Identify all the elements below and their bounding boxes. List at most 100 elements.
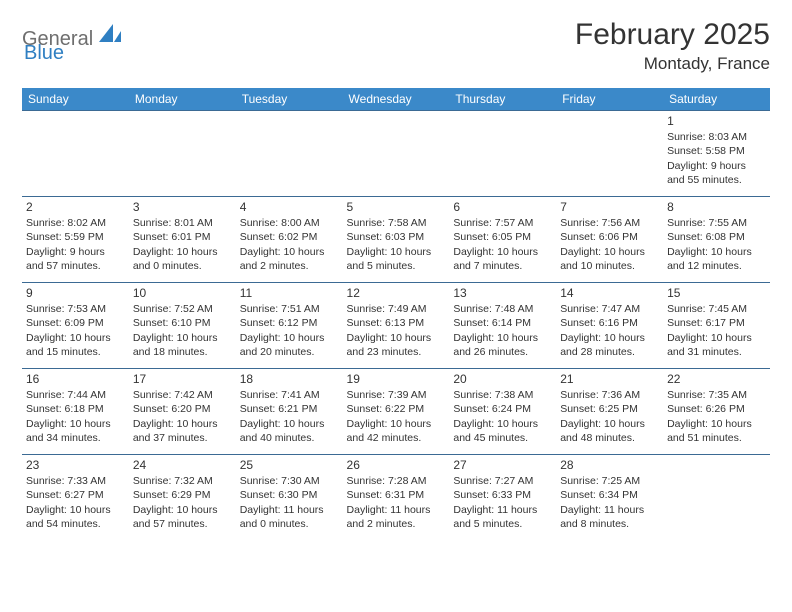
calendar-head: Sunday Monday Tuesday Wednesday Thursday… [22, 88, 770, 111]
day-number: 24 [133, 457, 232, 473]
sunset-text: Sunset: 6:30 PM [240, 488, 339, 502]
calendar-day-cell: 25Sunrise: 7:30 AMSunset: 6:30 PMDayligh… [236, 455, 343, 541]
sunrise-text: Sunrise: 7:56 AM [560, 216, 659, 230]
sunrise-text: Sunrise: 7:36 AM [560, 388, 659, 402]
daylight-text: Daylight: 10 hours and 5 minutes. [347, 245, 446, 273]
day-number: 15 [667, 285, 766, 301]
sail-icon [99, 24, 121, 47]
sunrise-text: Sunrise: 7:45 AM [667, 302, 766, 316]
calendar-day-cell: 1Sunrise: 8:03 AMSunset: 5:58 PMDaylight… [663, 111, 770, 197]
sunset-text: Sunset: 6:16 PM [560, 316, 659, 330]
calendar-day-cell: 28Sunrise: 7:25 AMSunset: 6:34 PMDayligh… [556, 455, 663, 541]
daylight-text: Daylight: 10 hours and 23 minutes. [347, 331, 446, 359]
sunrise-text: Sunrise: 8:00 AM [240, 216, 339, 230]
sunset-text: Sunset: 6:20 PM [133, 402, 232, 416]
calendar-day-cell: 4Sunrise: 8:00 AMSunset: 6:02 PMDaylight… [236, 197, 343, 283]
day-number: 19 [347, 371, 446, 387]
calendar-page: General February 2025 Montady, France Bl… [0, 0, 792, 559]
sunset-text: Sunset: 6:25 PM [560, 402, 659, 416]
sunset-text: Sunset: 6:14 PM [453, 316, 552, 330]
calendar-day-cell: 11Sunrise: 7:51 AMSunset: 6:12 PMDayligh… [236, 283, 343, 369]
brand-text-blue: Blue [24, 42, 64, 64]
sunrise-text: Sunrise: 8:02 AM [26, 216, 125, 230]
sunset-text: Sunset: 6:26 PM [667, 402, 766, 416]
day-number: 7 [560, 199, 659, 215]
daylight-text: Daylight: 11 hours and 8 minutes. [560, 503, 659, 531]
sunset-text: Sunset: 6:03 PM [347, 230, 446, 244]
calendar-day-cell: 12Sunrise: 7:49 AMSunset: 6:13 PMDayligh… [343, 283, 450, 369]
daylight-text: Daylight: 11 hours and 0 minutes. [240, 503, 339, 531]
calendar-day-cell: 22Sunrise: 7:35 AMSunset: 6:26 PMDayligh… [663, 369, 770, 455]
calendar-day-cell [343, 111, 450, 197]
sunrise-text: Sunrise: 7:55 AM [667, 216, 766, 230]
daylight-text: Daylight: 9 hours and 57 minutes. [26, 245, 125, 273]
day-number: 21 [560, 371, 659, 387]
sunrise-text: Sunrise: 7:39 AM [347, 388, 446, 402]
sunset-text: Sunset: 6:27 PM [26, 488, 125, 502]
day-number: 16 [26, 371, 125, 387]
sunrise-text: Sunrise: 7:52 AM [133, 302, 232, 316]
calendar-day-cell: 3Sunrise: 8:01 AMSunset: 6:01 PMDaylight… [129, 197, 236, 283]
calendar-day-cell [449, 111, 556, 197]
sunset-text: Sunset: 6:21 PM [240, 402, 339, 416]
sunrise-text: Sunrise: 7:32 AM [133, 474, 232, 488]
sunset-text: Sunset: 6:24 PM [453, 402, 552, 416]
daylight-text: Daylight: 10 hours and 45 minutes. [453, 417, 552, 445]
day-number: 11 [240, 285, 339, 301]
sunrise-text: Sunrise: 8:03 AM [667, 130, 766, 144]
sunrise-text: Sunrise: 7:44 AM [26, 388, 125, 402]
day-header: Thursday [449, 88, 556, 111]
daylight-text: Daylight: 10 hours and 7 minutes. [453, 245, 552, 273]
day-header: Sunday [22, 88, 129, 111]
sunset-text: Sunset: 6:34 PM [560, 488, 659, 502]
calendar-day-cell: 19Sunrise: 7:39 AMSunset: 6:22 PMDayligh… [343, 369, 450, 455]
page-title: February 2025 [575, 18, 770, 52]
calendar-day-cell: 27Sunrise: 7:27 AMSunset: 6:33 PMDayligh… [449, 455, 556, 541]
daylight-text: Daylight: 10 hours and 0 minutes. [133, 245, 232, 273]
day-number: 12 [347, 285, 446, 301]
sunrise-text: Sunrise: 7:30 AM [240, 474, 339, 488]
day-number: 20 [453, 371, 552, 387]
daylight-text: Daylight: 10 hours and 48 minutes. [560, 417, 659, 445]
calendar-day-cell [556, 111, 663, 197]
calendar-day-cell: 14Sunrise: 7:47 AMSunset: 6:16 PMDayligh… [556, 283, 663, 369]
daylight-text: Daylight: 10 hours and 12 minutes. [667, 245, 766, 273]
daylight-text: Daylight: 10 hours and 57 minutes. [133, 503, 232, 531]
day-number: 17 [133, 371, 232, 387]
calendar-body: 1Sunrise: 8:03 AMSunset: 5:58 PMDaylight… [22, 111, 770, 541]
calendar-day-cell: 6Sunrise: 7:57 AMSunset: 6:05 PMDaylight… [449, 197, 556, 283]
calendar-day-cell: 17Sunrise: 7:42 AMSunset: 6:20 PMDayligh… [129, 369, 236, 455]
daylight-text: Daylight: 10 hours and 10 minutes. [560, 245, 659, 273]
daylight-text: Daylight: 10 hours and 2 minutes. [240, 245, 339, 273]
daylight-text: Daylight: 11 hours and 5 minutes. [453, 503, 552, 531]
day-number: 6 [453, 199, 552, 215]
sunset-text: Sunset: 6:06 PM [560, 230, 659, 244]
sunrise-text: Sunrise: 7:33 AM [26, 474, 125, 488]
day-number: 25 [240, 457, 339, 473]
calendar-day-cell: 15Sunrise: 7:45 AMSunset: 6:17 PMDayligh… [663, 283, 770, 369]
sunset-text: Sunset: 6:18 PM [26, 402, 125, 416]
day-number: 18 [240, 371, 339, 387]
sunset-text: Sunset: 6:29 PM [133, 488, 232, 502]
sunset-text: Sunset: 6:31 PM [347, 488, 446, 502]
sunrise-text: Sunrise: 7:35 AM [667, 388, 766, 402]
daylight-text: Daylight: 10 hours and 31 minutes. [667, 331, 766, 359]
day-header-row: Sunday Monday Tuesday Wednesday Thursday… [22, 88, 770, 111]
sunset-text: Sunset: 6:12 PM [240, 316, 339, 330]
location-text: Montady, France [575, 54, 770, 74]
day-header: Tuesday [236, 88, 343, 111]
sunrise-text: Sunrise: 7:48 AM [453, 302, 552, 316]
calendar-day-cell [129, 111, 236, 197]
daylight-text: Daylight: 10 hours and 34 minutes. [26, 417, 125, 445]
sunrise-text: Sunrise: 7:47 AM [560, 302, 659, 316]
sunrise-text: Sunrise: 7:57 AM [453, 216, 552, 230]
calendar-day-cell: 26Sunrise: 7:28 AMSunset: 6:31 PMDayligh… [343, 455, 450, 541]
sunset-text: Sunset: 6:01 PM [133, 230, 232, 244]
day-number: 27 [453, 457, 552, 473]
title-block: February 2025 Montady, France [575, 18, 770, 74]
daylight-text: Daylight: 10 hours and 54 minutes. [26, 503, 125, 531]
sunset-text: Sunset: 6:05 PM [453, 230, 552, 244]
day-number: 1 [667, 113, 766, 129]
daylight-text: Daylight: 10 hours and 15 minutes. [26, 331, 125, 359]
day-number: 4 [240, 199, 339, 215]
